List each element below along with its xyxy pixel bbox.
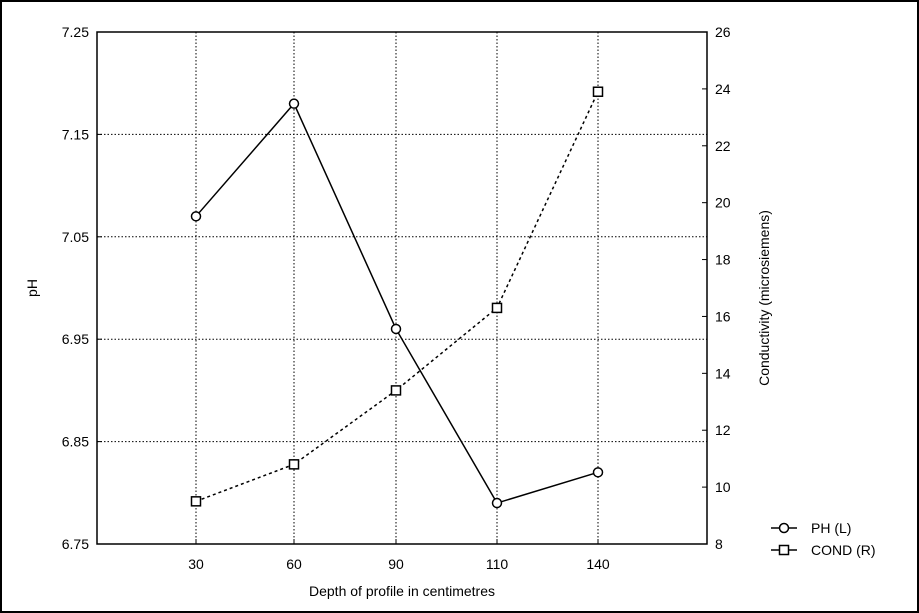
y-right-tick-label: 20 <box>715 195 731 211</box>
legend-label: COND (R) <box>811 542 876 558</box>
legend: PH (L) COND (R) <box>771 520 876 558</box>
cond-data-point <box>592 86 604 97</box>
y-left-tick-label: 7.15 <box>62 126 89 142</box>
y-right-tick-label: 26 <box>715 24 731 40</box>
legend-item: COND (R) <box>771 542 876 558</box>
x-tick-label: 140 <box>586 556 610 572</box>
x-axis-title: Depth of profile in centimetres <box>309 583 495 599</box>
cond-data-point <box>491 302 503 314</box>
ph-data-point <box>190 211 202 222</box>
cond-data-point <box>390 385 402 396</box>
y-right-tick-label: 18 <box>715 252 731 268</box>
y-right-tick-label: 8 <box>715 536 723 552</box>
series-line-ph <box>195 102 599 504</box>
series-line-cond <box>195 91 599 503</box>
cond-data-point <box>288 459 300 470</box>
x-tick-label: 110 <box>486 556 509 572</box>
y-right-tick-label: 22 <box>715 138 731 154</box>
legend-square-marker <box>778 544 790 556</box>
y-right-tick-label: 14 <box>715 365 731 381</box>
y-left-tick-label: 6.75 <box>62 536 89 552</box>
legend-item: PH (L) <box>771 520 851 536</box>
ticks-layer: 30 60 90 110 140 6.75 6.85 6.95 7.05 7.15 7.25 8 10 1… <box>62 24 731 572</box>
grid-layer <box>97 32 707 544</box>
y-right-tick-label: 24 <box>715 81 731 97</box>
y-right-tick-label: 16 <box>715 308 731 324</box>
y-left-tick-label: 7.05 <box>62 229 89 245</box>
ph-data-point <box>491 497 503 509</box>
y-left-tick-label: 7.25 <box>62 24 89 40</box>
x-tick-label: 90 <box>388 556 404 572</box>
y-right-tick-label: 12 <box>715 422 731 438</box>
cond-data-point <box>190 496 202 507</box>
legend-circle-marker <box>778 522 790 534</box>
plot-area <box>96 31 708 545</box>
y-axis-left-title: pH <box>24 279 40 297</box>
y-right-tick-label: 10 <box>715 479 731 495</box>
ph-data-point <box>592 467 604 478</box>
x-tick-label: 60 <box>286 556 302 572</box>
x-tick-label: 30 <box>188 556 204 572</box>
y-left-tick-label: 6.85 <box>62 434 89 450</box>
ph-data-point <box>390 323 402 335</box>
y-axis-right-title: Conductivity (microsiemens) <box>756 210 772 386</box>
y-left-tick-label: 6.95 <box>62 331 89 347</box>
ph-data-point <box>288 98 300 109</box>
series-layer <box>190 86 604 509</box>
legend-label: PH (L) <box>811 520 851 536</box>
